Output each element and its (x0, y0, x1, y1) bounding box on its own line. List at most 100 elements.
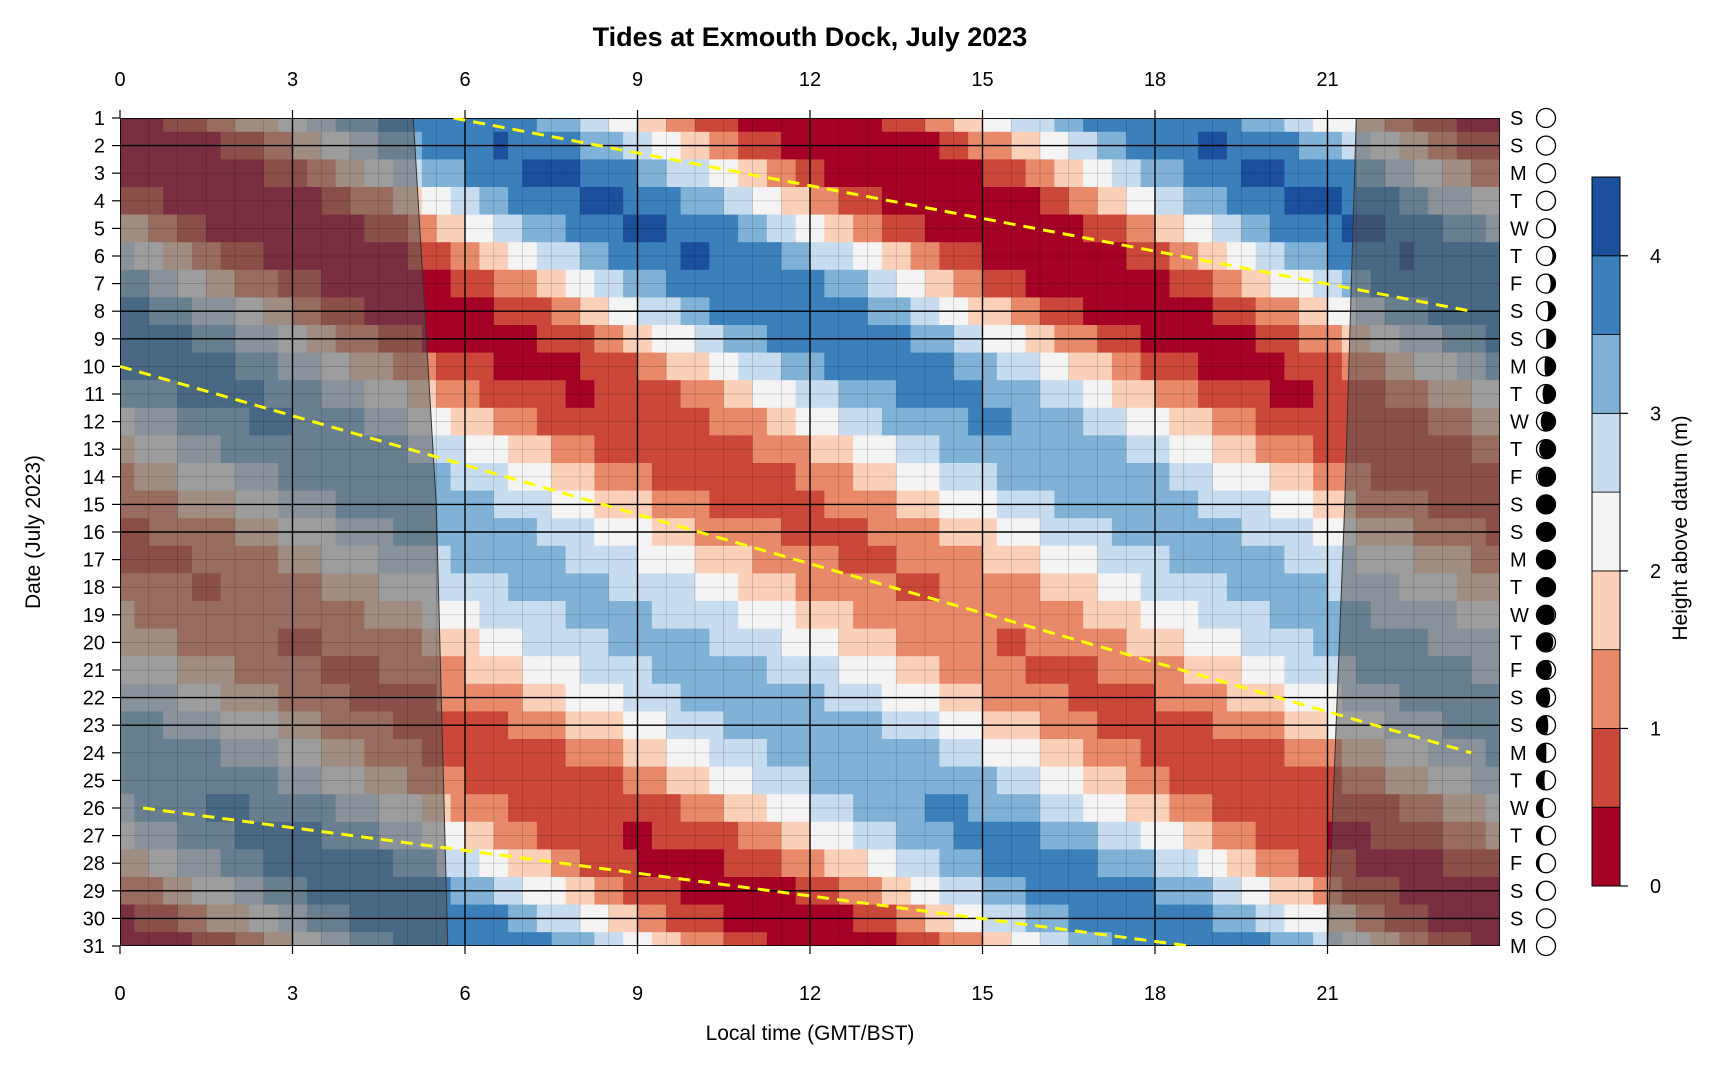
heatmap-cell (881, 849, 897, 878)
heatmap-cell (1126, 739, 1142, 768)
heatmap-cell (795, 821, 811, 850)
heatmap-cell (450, 159, 466, 188)
moon-phase-icon (1535, 190, 1557, 211)
heatmap-cell (651, 214, 667, 243)
heatmap-cell (1183, 269, 1199, 298)
heatmap-cell (623, 932, 639, 946)
heatmap-cell (1169, 932, 1185, 946)
heatmap-cell (1241, 435, 1257, 464)
heatmap-cell (1011, 269, 1027, 298)
heatmap-cell (1226, 380, 1242, 409)
heatmap-cell (1111, 601, 1127, 630)
heatmap-cell (1183, 214, 1199, 243)
heatmap-cell (925, 242, 940, 271)
moon-lit-part (1546, 632, 1556, 652)
heatmap-cell (695, 628, 710, 657)
moon-outline (1535, 908, 1557, 929)
heatmap-cell (1054, 849, 1070, 878)
heatmap-cell (680, 573, 696, 602)
top-x-tick-label: 12 (799, 69, 821, 91)
heatmap-cell (939, 821, 955, 850)
heatmap-cell (853, 269, 869, 298)
heatmap-cell (824, 766, 840, 795)
heatmap-cell (666, 601, 682, 630)
moon-phase-icon (1535, 687, 1557, 708)
moon-lit-part (1546, 660, 1556, 680)
heatmap-cell (594, 435, 610, 464)
heatmap-cell (838, 656, 854, 685)
heatmap-cell (508, 187, 524, 216)
heatmap-cell (1140, 628, 1156, 657)
weekday-label: M (1510, 743, 1527, 765)
heatmap-cell (1054, 407, 1070, 436)
heatmap-cell (421, 242, 437, 271)
high-water-lines (120, 118, 1472, 946)
heatmap-cell (666, 545, 682, 574)
heatmap-cell (996, 435, 1012, 464)
heatmap-cell (666, 159, 682, 188)
heatmap-cell (608, 628, 624, 657)
heatmap-cell (810, 849, 825, 878)
heatmap-cell (1097, 463, 1113, 492)
heatmap-cell (795, 656, 811, 685)
heatmap-cell (580, 601, 595, 630)
heatmap-cell (522, 821, 538, 850)
heatmap-cell (752, 794, 768, 823)
y-tick-label: 10 (83, 356, 105, 378)
heatmap-cell (939, 118, 955, 133)
weekday-label: F (1510, 467, 1522, 489)
heatmap-cell (594, 601, 610, 630)
heatmap-cell (551, 766, 567, 795)
heatmap-cell (738, 545, 754, 574)
moon-phase-icon (1535, 632, 1557, 653)
heatmap-cell (996, 794, 1012, 823)
heatmap-cell (738, 463, 754, 492)
heatmap-cell (1068, 242, 1084, 271)
heatmap-cell (594, 242, 610, 271)
heatmap-cell (766, 118, 782, 133)
heatmap-cell (522, 159, 538, 188)
heatmap-cell (1169, 380, 1185, 409)
heatmap-cell (709, 849, 725, 878)
heatmap-cell (580, 407, 595, 436)
heatmap-cell (623, 214, 639, 243)
heatmap-cell (795, 407, 811, 436)
heatmap-cell (910, 269, 926, 298)
moon-lit-part (1536, 439, 1546, 459)
heatmap-cell (1040, 628, 1055, 657)
heatmap-cell (896, 352, 912, 381)
heatmap-cell (1068, 628, 1084, 657)
heatmap-cell (968, 352, 984, 381)
heatmap-cell (910, 628, 926, 657)
y-tick-label: 31 (83, 936, 105, 958)
heatmap-cell (695, 269, 710, 298)
heatmap-cell (810, 573, 825, 602)
moon-lit-part (1536, 356, 1546, 376)
heatmap-cell (1284, 463, 1300, 492)
moon-outline (1535, 825, 1557, 846)
heatmap-cell (853, 932, 869, 946)
heatmap-cell (1068, 932, 1084, 946)
heatmap-cell (723, 545, 739, 574)
heatmap-cell (953, 601, 969, 630)
heatmap-cell (493, 187, 509, 216)
y-tick-label: 23 (83, 715, 105, 737)
heatmap-cell (493, 380, 509, 409)
heatmap-cell (666, 849, 682, 878)
heatmap-cell (939, 601, 955, 630)
heatmap-cell (1025, 821, 1041, 850)
heatmap-cell (1241, 352, 1257, 381)
heatmap-cell (450, 435, 466, 464)
heatmap-cell (1241, 849, 1257, 878)
heatmap-cell (1140, 435, 1156, 464)
heatmap-cell (436, 435, 452, 464)
heatmap-cell (465, 821, 480, 850)
moon-lit-part (1537, 108, 1556, 128)
heatmap-cell (1284, 187, 1300, 216)
heatmap-cell (1313, 159, 1329, 188)
heatmap-cell (781, 380, 797, 409)
heatmap-cell (896, 766, 912, 795)
heatmap-cell (1327, 269, 1343, 298)
moon-dark-disc (1536, 577, 1556, 597)
heatmap-cell (465, 159, 480, 188)
